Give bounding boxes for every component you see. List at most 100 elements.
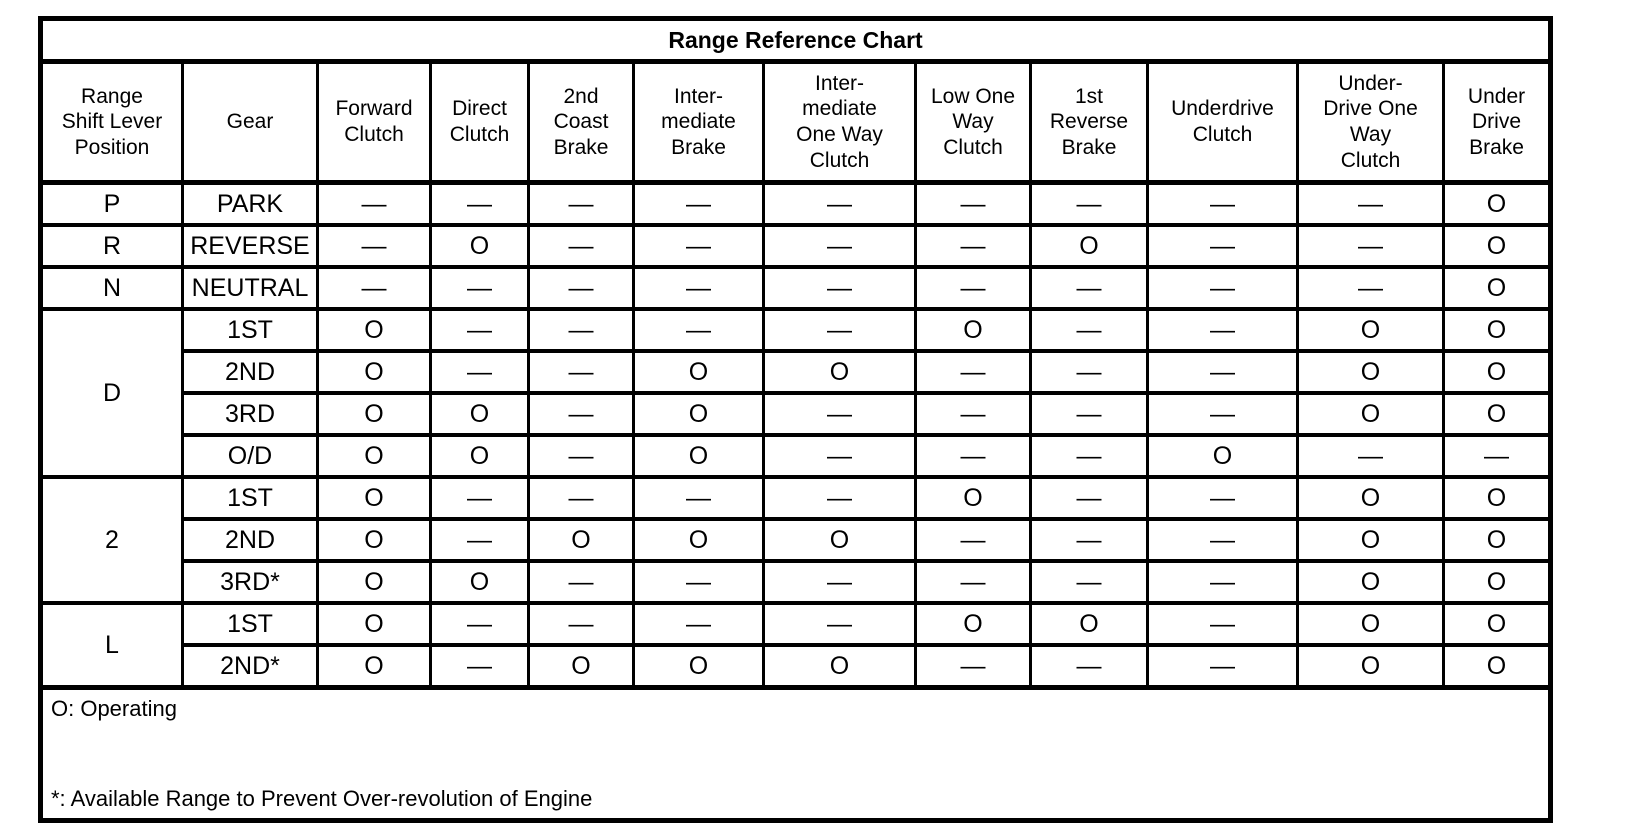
value-cell: O xyxy=(1296,559,1445,605)
column-header-range-shift-lever-position: Range Shift Lever Position xyxy=(39,59,184,185)
value-cell: O xyxy=(316,601,432,647)
value-cell: O xyxy=(914,475,1032,521)
value-cell: O xyxy=(316,349,432,395)
chart-title: Range Reference Chart xyxy=(38,16,1553,64)
gear-cell: 2ND xyxy=(181,517,319,563)
value-cell: — xyxy=(429,349,530,395)
table-row: 2ND* O — O O O — — — O O xyxy=(41,643,1553,690)
value-cell: O xyxy=(1441,180,1553,227)
value-cell: — xyxy=(632,307,765,353)
value-cell: — xyxy=(1146,223,1299,269)
value-cell: — xyxy=(429,180,530,227)
value-cell: — xyxy=(914,433,1032,479)
value-cell: O xyxy=(429,433,530,479)
gear-cell: 3RD* xyxy=(181,559,319,605)
value-cell: — xyxy=(527,475,635,521)
value-cell: — xyxy=(914,349,1032,395)
value-cell: O xyxy=(1441,223,1553,269)
value-cell: — xyxy=(1146,265,1299,311)
value-cell: — xyxy=(1029,180,1149,227)
value-cell: O xyxy=(1441,475,1553,521)
value-cell: — xyxy=(316,223,432,269)
table-row: 2ND O — O O O — — — O O xyxy=(41,517,1553,563)
value-cell: — xyxy=(1146,517,1299,563)
value-cell: — xyxy=(429,265,530,311)
column-header-low-one-way-clutch: Low One Way Clutch xyxy=(914,59,1032,185)
value-cell: — xyxy=(914,180,1032,227)
value-cell: — xyxy=(527,391,635,437)
column-header-forward-clutch: Forward Clutch xyxy=(316,59,432,185)
value-cell: O xyxy=(429,559,530,605)
value-cell: — xyxy=(632,559,765,605)
value-cell: O xyxy=(1441,391,1553,437)
value-cell: — xyxy=(632,180,765,227)
value-cell: O xyxy=(316,643,432,690)
value-cell: O xyxy=(1296,517,1445,563)
value-cell: O xyxy=(1296,601,1445,647)
value-cell: O xyxy=(527,517,635,563)
value-cell: O xyxy=(1441,265,1553,311)
value-cell: — xyxy=(429,475,530,521)
column-header-under-drive-one-way-clutch: Under- Drive One Way Clutch xyxy=(1296,59,1445,185)
value-cell: — xyxy=(527,180,635,227)
value-cell: — xyxy=(1296,433,1445,479)
table-row: R REVERSE — O — — — — O — — O xyxy=(39,223,1553,269)
table-row: L 1ST O — — — — O O — O O xyxy=(39,601,1553,690)
value-cell: O xyxy=(1441,559,1553,605)
range-reference-chart: Range Reference Chart Range Shift Lever … xyxy=(38,16,1554,823)
value-cell: — xyxy=(1146,180,1299,227)
value-cell: — xyxy=(1146,307,1299,353)
value-cell: O xyxy=(316,391,432,437)
value-cell: O xyxy=(632,643,765,690)
table-row: P PARK — — — — — — — — — O xyxy=(39,180,1553,227)
value-cell: O xyxy=(1441,601,1553,647)
value-cell: — xyxy=(1029,643,1149,690)
column-header-2nd-coast-brake: 2nd Coast Brake xyxy=(527,59,635,185)
value-cell: — xyxy=(762,223,917,269)
value-cell: O xyxy=(527,643,635,690)
gear-cell: 2ND xyxy=(181,349,319,395)
value-cell: — xyxy=(1146,391,1299,437)
value-cell: — xyxy=(914,517,1032,563)
column-header-gear: Gear xyxy=(181,59,319,185)
value-cell: O xyxy=(1296,475,1445,521)
value-cell: — xyxy=(1296,180,1445,227)
value-cell: O xyxy=(1441,517,1553,563)
value-cell: — xyxy=(1029,433,1149,479)
value-cell: — xyxy=(429,517,530,563)
value-cell: — xyxy=(1146,559,1299,605)
value-cell: — xyxy=(429,643,530,690)
value-cell: O xyxy=(632,433,765,479)
legend-cell: O: Operating *: Available Range to Preve… xyxy=(38,685,1553,823)
lever-position-cell-r: R xyxy=(39,223,184,269)
value-cell: O xyxy=(1441,307,1553,353)
value-cell: O xyxy=(1029,223,1149,269)
value-cell: — xyxy=(527,349,635,395)
gear-cell: REVERSE xyxy=(181,223,319,269)
value-cell: — xyxy=(762,265,917,311)
value-cell: — xyxy=(762,180,917,227)
value-cell: — xyxy=(1029,349,1149,395)
value-cell: — xyxy=(1441,433,1553,479)
value-cell: O xyxy=(1146,433,1299,479)
gear-cell: O/D xyxy=(181,433,319,479)
lever-position-cell-n: N xyxy=(39,265,184,311)
lever-position-cell-2: 2 xyxy=(39,475,184,605)
value-cell: O xyxy=(632,349,765,395)
value-cell: — xyxy=(1029,265,1149,311)
value-cell: — xyxy=(527,223,635,269)
legend: O: Operating *: Available Range to Preve… xyxy=(44,693,1548,816)
value-cell: — xyxy=(914,223,1032,269)
table-row: 3RD O O — O — — — — O O xyxy=(41,391,1553,437)
value-cell: O xyxy=(1296,307,1445,353)
value-cell: — xyxy=(632,601,765,647)
value-cell: — xyxy=(527,265,635,311)
value-cell: O xyxy=(316,517,432,563)
value-cell: — xyxy=(1029,307,1149,353)
value-cell: — xyxy=(1029,475,1149,521)
value-cell: — xyxy=(1146,643,1299,690)
gear-cell: PARK xyxy=(181,180,319,227)
value-cell: O xyxy=(316,559,432,605)
value-cell: — xyxy=(1146,601,1299,647)
